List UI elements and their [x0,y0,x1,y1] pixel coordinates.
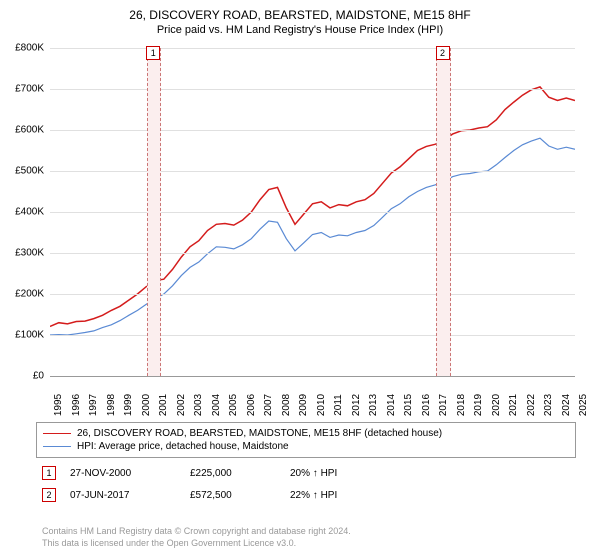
grid-line [50,89,575,90]
grid-line [50,212,575,213]
x-tick-label: 2008 [281,394,292,416]
x-tick-label: 2002 [176,394,187,416]
chart-title-sub: Price paid vs. HM Land Registry's House … [0,22,600,36]
x-tick-label: 2015 [403,394,414,416]
legend-box: 26, DISCOVERY ROAD, BEARSTED, MAIDSTONE,… [36,422,576,458]
x-tick-label: 2010 [316,394,327,416]
y-tick-label: £300K [2,248,44,259]
sale-pct: 20% ↑ HPI [290,468,337,479]
x-tick-label: 2005 [228,394,239,416]
series-hpi [50,138,575,335]
x-tick-label: 1996 [71,394,82,416]
y-tick-label: £200K [2,289,44,300]
x-tick-label: 2016 [421,394,432,416]
chart-container: 26, DISCOVERY ROAD, BEARSTED, MAIDSTONE,… [0,0,600,560]
footer-line-2: This data is licensed under the Open Gov… [42,538,296,548]
x-tick-label: 2012 [351,394,362,416]
y-tick-label: £100K [2,330,44,341]
x-tick-label: 1995 [53,394,64,416]
x-tick-label: 2011 [333,394,344,416]
sale-price: £225,000 [190,468,290,479]
x-tick-label: 1999 [123,394,134,416]
y-tick-label: £600K [2,125,44,136]
x-tick-label: 2003 [193,394,204,416]
x-tick-label: 2021 [508,394,519,416]
sale-date: 27-NOV-2000 [70,468,190,479]
grid-line [50,130,575,131]
sale-price: £572,500 [190,490,290,501]
marker-label-box: 1 [146,46,160,60]
sale-date: 07-JUN-2017 [70,490,190,501]
chart-plot-area: £0£100K£200K£300K£400K£500K£600K£700K£80… [50,48,575,377]
y-tick-label: £500K [2,166,44,177]
legend-swatch [43,446,71,447]
marker-label-box: 2 [436,46,450,60]
chart-title-main: 26, DISCOVERY ROAD, BEARSTED, MAIDSTONE,… [0,0,600,22]
series-price_paid [50,87,575,327]
grid-line [50,294,575,295]
y-tick-label: £700K [2,84,44,95]
sale-row: 1 27-NOV-2000£225,00020% ↑ HPI [42,466,337,480]
marker-band [147,48,161,376]
x-tick-label: 2006 [246,394,257,416]
x-tick-label: 2024 [561,394,572,416]
x-tick-label: 2014 [386,394,397,416]
legend-swatch [43,433,71,434]
x-tick-label: 2007 [263,394,274,416]
x-tick-label: 2013 [368,394,379,416]
x-tick-label: 2009 [298,394,309,416]
x-tick-label: 2025 [578,394,589,416]
x-tick-label: 2001 [158,394,169,416]
legend-label: HPI: Average price, detached house, Maid… [77,441,289,452]
legend-item: HPI: Average price, detached house, Maid… [43,440,569,453]
grid-line [50,335,575,336]
grid-line [50,253,575,254]
x-tick-label: 2023 [543,394,554,416]
legend-item: 26, DISCOVERY ROAD, BEARSTED, MAIDSTONE,… [43,427,569,440]
y-tick-label: £400K [2,207,44,218]
marker-band [436,48,450,376]
x-tick-label: 2017 [438,394,449,416]
x-tick-label: 1997 [88,394,99,416]
x-tick-label: 2000 [141,394,152,416]
sale-pct: 22% ↑ HPI [290,490,337,501]
x-tick-label: 2022 [526,394,537,416]
x-tick-label: 2019 [473,394,484,416]
footer-line-1: Contains HM Land Registry data © Crown c… [42,526,351,536]
grid-line [50,48,575,49]
sale-row: 2 07-JUN-2017£572,50022% ↑ HPI [42,488,337,502]
x-tick-label: 2018 [456,394,467,416]
y-tick-label: £800K [2,43,44,54]
sale-marker-box: 2 [42,488,56,502]
x-tick-label: 2004 [211,394,222,416]
x-tick-label: 2020 [491,394,502,416]
x-tick-label: 1998 [106,394,117,416]
grid-line [50,171,575,172]
y-tick-label: £0 [2,371,44,382]
sale-marker-box: 1 [42,466,56,480]
legend-label: 26, DISCOVERY ROAD, BEARSTED, MAIDSTONE,… [77,428,442,439]
